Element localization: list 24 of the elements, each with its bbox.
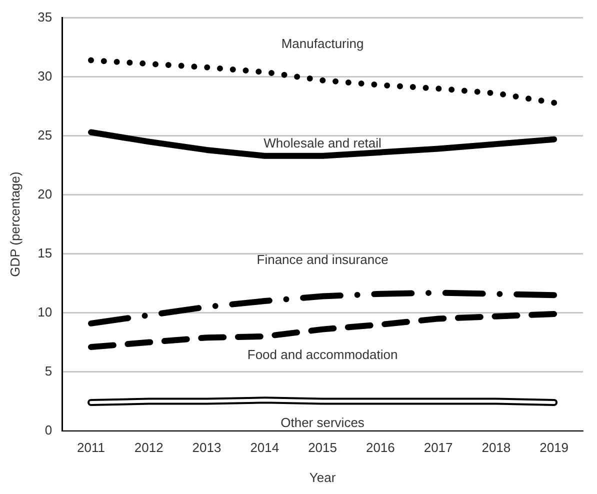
text: Finance and insurance: [256, 252, 388, 267]
x-tick-label: 2014: [250, 440, 280, 456]
y-tick-label: 5: [44, 363, 52, 378]
x-tick-label: 2011: [77, 440, 105, 456]
series-label: Other services: [280, 414, 365, 430]
x-tick-label: 2013: [192, 440, 222, 456]
x-tick-label: 2016: [366, 440, 395, 456]
series-label: Manufacturing: [281, 36, 364, 51]
series-label: Wholesale and retail: [264, 135, 382, 150]
series-label: Food and accommodation: [247, 346, 398, 362]
x-tick-label: 2018: [482, 440, 511, 456]
x-tick-label: 2015: [308, 440, 337, 456]
x-axis-title: Year: [309, 470, 336, 485]
y-axis-title: GDP (percentage): [7, 172, 22, 277]
y-tick-label: 30: [38, 68, 52, 84]
y-tick-label: 20: [38, 186, 52, 202]
y-tick-label: 35: [38, 9, 52, 24]
x-tick-label: 2012: [134, 440, 164, 456]
y-tick-label: 25: [38, 127, 52, 142]
y-tick-label: 10: [38, 304, 52, 320]
x-tick-label: 2019: [540, 440, 569, 456]
y-tick-label: 15: [38, 245, 52, 260]
x-tick-label: 2017: [424, 440, 453, 456]
y-tick-label: 0: [44, 422, 52, 438]
